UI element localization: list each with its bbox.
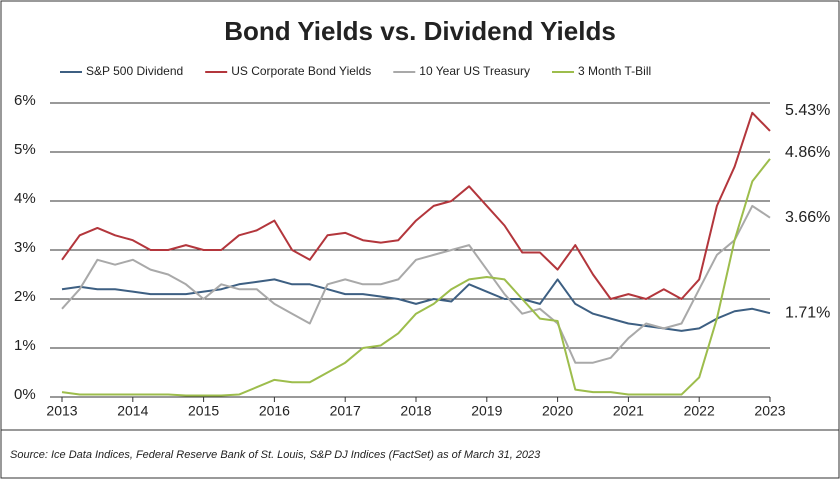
x-tick-label: 2023 bbox=[754, 403, 785, 419]
legend-label: 3 Month T-Bill bbox=[578, 64, 651, 78]
x-tick-label: 2022 bbox=[684, 403, 715, 419]
x-tick-label: 2021 bbox=[613, 403, 644, 419]
y-tick-label: 4% bbox=[14, 190, 36, 207]
y-tick-label: 2% bbox=[14, 288, 36, 305]
end-label: 3.66% bbox=[785, 209, 830, 226]
x-tick-label: 2020 bbox=[542, 403, 573, 419]
end-label: 4.86% bbox=[785, 144, 830, 161]
series-line bbox=[61, 278, 771, 332]
end-label: 5.43% bbox=[785, 102, 830, 119]
legend-label: US Corporate Bond Yields bbox=[231, 64, 371, 78]
y-tick-label: 1% bbox=[14, 337, 36, 354]
y-tick-label: 0% bbox=[14, 386, 36, 403]
source: Source: Ice Data Indices, Federal Reserv… bbox=[10, 449, 541, 461]
x-tick-label: 2018 bbox=[400, 403, 431, 419]
legend-label: 10 Year US Treasury bbox=[419, 64, 530, 78]
x-tick-label: 2013 bbox=[46, 403, 77, 419]
chart-title: Bond Yields vs. Dividend Yields bbox=[224, 16, 616, 46]
x-tick-label: 2016 bbox=[259, 403, 290, 419]
series-line bbox=[61, 158, 771, 397]
y-tick-label: 5% bbox=[14, 141, 36, 158]
series-line bbox=[61, 204, 771, 364]
y-tick-label: 3% bbox=[14, 239, 36, 256]
x-tick-label: 2017 bbox=[330, 403, 361, 419]
end-label: 1.71% bbox=[785, 304, 830, 321]
series-line bbox=[61, 111, 771, 300]
y-tick-label: 6% bbox=[14, 92, 36, 109]
x-tick-label: 2019 bbox=[471, 403, 502, 419]
x-tick-label: 2014 bbox=[117, 403, 148, 419]
legend-label: S&P 500 Dividend bbox=[86, 64, 183, 78]
x-tick-label: 2015 bbox=[188, 403, 219, 419]
